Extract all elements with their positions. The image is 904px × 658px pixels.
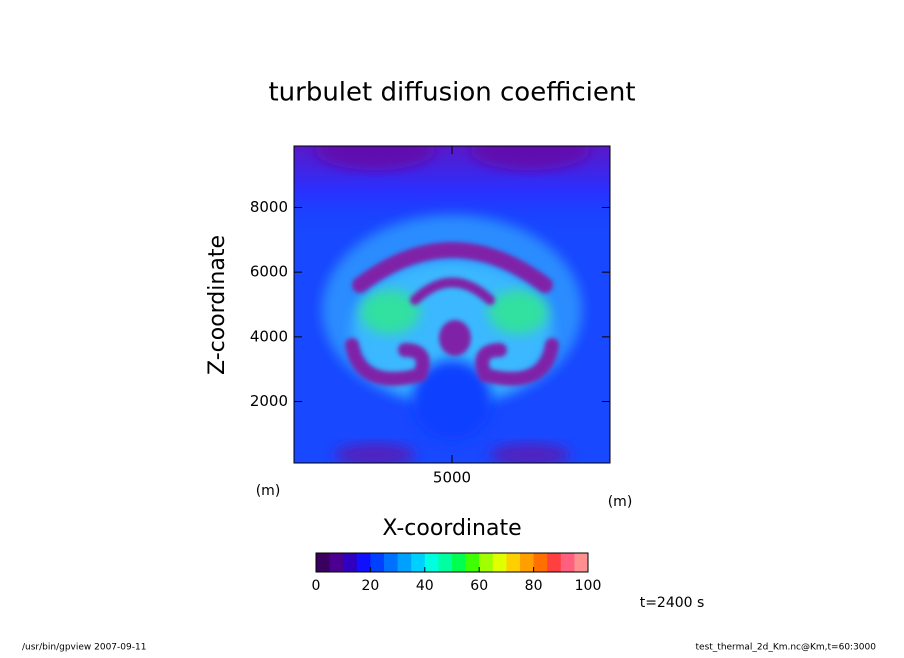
- colorbar-band: [411, 553, 426, 572]
- colorbar-band: [465, 553, 480, 572]
- colorbar-band: [506, 553, 521, 572]
- colorbar-band: [343, 553, 358, 572]
- field: [294, 146, 610, 463]
- colorbar-band: [370, 553, 385, 572]
- colorbar-tick-label: 0: [312, 578, 321, 594]
- colorbar-tick-label: 60: [470, 578, 488, 594]
- y-tick-label: 6000: [250, 263, 288, 281]
- colorbar-band: [397, 553, 412, 572]
- colorbar-band: [316, 553, 331, 572]
- colorbar-tick-label: 40: [416, 578, 434, 594]
- y-tick-label: 4000: [250, 327, 288, 345]
- colorbar-band: [438, 553, 453, 572]
- colorbar-band: [533, 553, 548, 572]
- chart-title: turbulet diffusion coefficient: [268, 78, 635, 108]
- colorbar-tick-label: 100: [575, 578, 602, 594]
- x-axis-label: X-coordinate: [382, 516, 521, 541]
- x-tick-label: 5000: [433, 469, 471, 487]
- time-annotation: t=2400 s: [640, 595, 705, 611]
- colorbar-tick-label: 20: [361, 578, 379, 594]
- colorbar-band: [560, 553, 575, 572]
- colorbar-band: [479, 553, 494, 572]
- x-unit: (m): [608, 494, 633, 510]
- y-tick-label: 2000: [250, 392, 288, 410]
- y-unit: (m): [256, 483, 281, 499]
- colorbar-band: [356, 553, 371, 572]
- colorbar-tick-label: 80: [525, 578, 543, 594]
- footer-right: test_thermal_2d_Km.nc@Km,t=60:3000: [696, 643, 877, 653]
- colorbar-band: [547, 553, 562, 572]
- y-tick-label: 8000: [250, 198, 288, 216]
- colorbar-band: [452, 553, 467, 572]
- colorbar-band: [329, 553, 344, 572]
- footer-left: /usr/bin/gpview 2007-09-11: [22, 643, 146, 653]
- colorbar-band: [520, 553, 535, 572]
- y-axis-label: Z-coordinate: [205, 235, 230, 375]
- colorbar-band: [384, 553, 399, 572]
- colorbar-band: [424, 553, 439, 572]
- colorbar-band: [492, 553, 507, 572]
- colorbar-band: [574, 553, 589, 572]
- colorbar-frame: [315, 552, 589, 573]
